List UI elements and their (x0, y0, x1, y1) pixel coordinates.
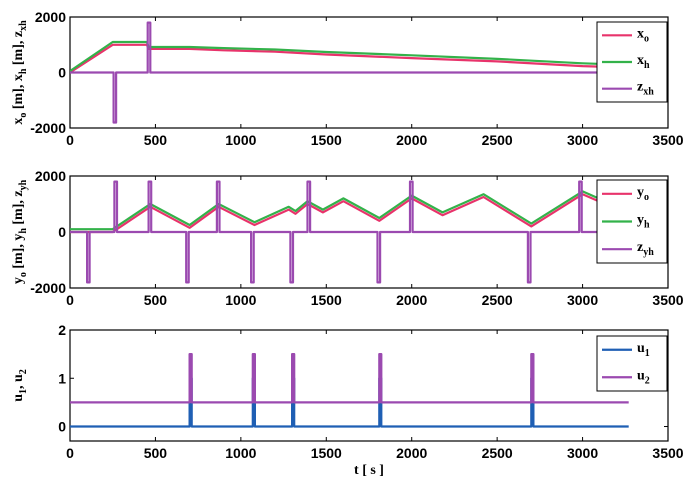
y-tick-label: 0 (58, 419, 66, 435)
y-tick-label: -2000 (30, 280, 66, 296)
legend: u1​ u2​ (596, 335, 668, 392)
x-tick-label: 0 (66, 132, 74, 148)
plot-area (69, 329, 669, 442)
x-tick-label: 1000 (225, 132, 256, 148)
y-tick-label: 0 (58, 224, 66, 240)
x-tick-label: 2000 (396, 132, 427, 148)
x-tick-label: 500 (144, 445, 168, 461)
x-tick-label: 3500 (652, 132, 683, 148)
x-tick-label: 1500 (311, 445, 342, 461)
y-tick-label: 2000 (35, 168, 66, 184)
x-tick-label: 2000 (396, 445, 427, 461)
series-line-xh (70, 40, 609, 73)
x-tick-label: 2500 (482, 292, 513, 308)
x-axis-label: t [ s ] (354, 463, 384, 478)
panel-1: 0 500 1000 1500 2000 2500 3000 3500-200002000xo… (11, 9, 684, 148)
legend-label: u1​ (637, 341, 650, 359)
y-axis-label: xo​ [m], xh​ [m], zxh​ (11, 20, 29, 125)
series-line-zxh (70, 21, 609, 124)
x-tick-label: 0 (66, 292, 74, 308)
series-line-u2 (70, 353, 629, 404)
legend-label: zyh​ (637, 240, 654, 258)
y-tick-label: 2 (58, 322, 66, 338)
y-tick-label: -2000 (30, 120, 66, 136)
y-axis-label: u1​, u2​ (11, 369, 29, 402)
legend-box (596, 335, 668, 392)
legend-label: yo​ (637, 185, 649, 203)
legend: xo​ xh​ zxh​ (596, 21, 668, 103)
x-tick-label: 2500 (482, 132, 513, 148)
x-tick-label: 2500 (482, 445, 513, 461)
x-tick-label: 500 (144, 292, 168, 308)
y-axis-label: yo​ [m], yh​ [m], zyh​ (11, 179, 29, 284)
y-tick-label: 1 (58, 370, 66, 386)
legend: yo​ yh​ zyh​ (596, 179, 668, 264)
x-tick-label: 3500 (652, 292, 683, 308)
x-tick-label: 3000 (567, 445, 598, 461)
legend-label: xh​ (637, 53, 650, 71)
series-line-yh (70, 190, 609, 231)
legend-label: yh​ (637, 213, 650, 231)
legend-label: zxh​ (637, 80, 654, 98)
x-tick-label: 2000 (396, 292, 427, 308)
y-tick-label: 2000 (35, 9, 66, 25)
x-tick-label: 3000 (567, 292, 598, 308)
x-tick-label: 500 (144, 132, 168, 148)
x-tick-label: 3000 (567, 132, 598, 148)
panel-2: 0 500 1000 1500 2000 2500 3000 3500-200002000yo… (11, 168, 684, 308)
x-tick-label: 0 (66, 445, 74, 461)
x-tick-label: 1500 (311, 292, 342, 308)
series-line-yo (70, 193, 609, 234)
panel-3: 0 500 1000 1500 2000 2500 3000 3500 0 1 2 u1​, u2​ t… (11, 322, 684, 478)
y-tick-label: 0 (58, 65, 66, 81)
series-line-zyh (70, 180, 609, 284)
legend-label: u2​ (637, 368, 650, 386)
legend-label: xo​ (637, 26, 649, 44)
x-tick-label: 1000 (225, 445, 256, 461)
x-tick-label: 3500 (652, 445, 683, 461)
series-line-xo (70, 43, 609, 74)
x-tick-label: 1500 (311, 132, 342, 148)
x-tick-label: 1000 (225, 292, 256, 308)
